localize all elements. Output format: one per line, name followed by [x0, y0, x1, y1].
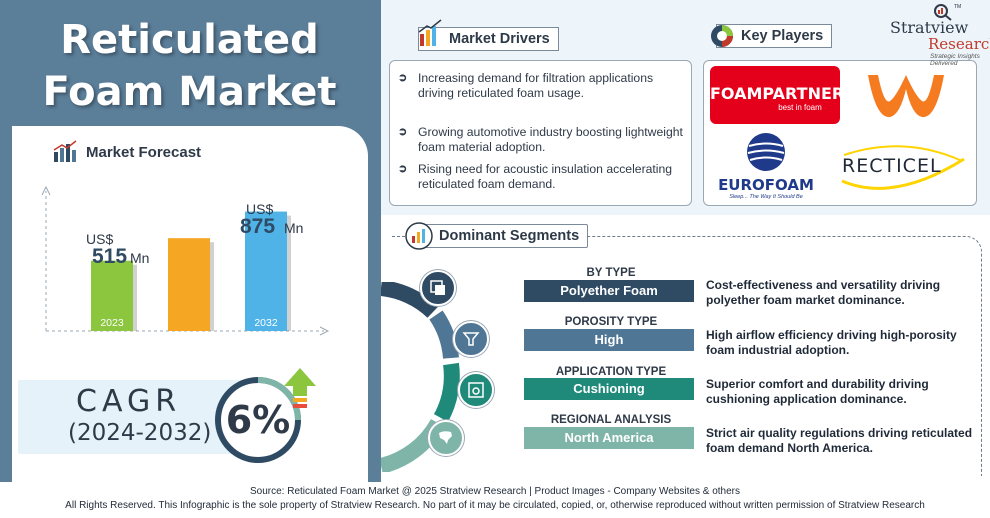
up-arrow-icon [284, 368, 316, 408]
chart-bars [91, 211, 291, 331]
bar3-year-label: 2032 [254, 317, 278, 329]
recticel-name: RECTICEL [842, 155, 942, 177]
segment-desc-regional: Strict air quality regulations driving r… [706, 426, 973, 455]
magnifier-icon [934, 4, 952, 21]
brand-name-1: Stratview [890, 18, 969, 37]
driver-text: Growing automotive industry boosting lig… [418, 125, 683, 154]
north-america-map-icon [428, 420, 464, 456]
foampartner-logo: FOAMPARTNER best in foam [710, 66, 845, 124]
cagr-ring [215, 377, 301, 463]
segment-value-regional: North America [524, 427, 694, 449]
chart-bar-shade [287, 215, 291, 331]
pie-chart-icon [711, 25, 733, 47]
bar3-currency: US$ [246, 201, 273, 217]
foam-layers-icon [420, 270, 456, 306]
segment-desc-type: Cost-effectiveness and versatility drivi… [706, 278, 941, 307]
footer-copyright: All Rights Reserved. This Infographic is… [65, 500, 925, 511]
forecast-card: Market Forecast 2023 2032 US$ 515 Mn US$… [12, 126, 368, 482]
brand-name-2: Research [928, 35, 990, 53]
bar1-year-label: 2023 [100, 317, 124, 329]
bar1-currency: US$ [86, 231, 113, 247]
drivers-heading-label: Market Drivers [449, 31, 550, 47]
brand-tagline: Strategic Insights Delivered [930, 53, 980, 67]
foampartner-name: FOAMPARTNER [710, 84, 845, 103]
segment-label-type: BY TYPE [586, 267, 636, 279]
driver-item: ➲ Rising need for acoustic insulation ac… [398, 162, 688, 192]
footer-source: Source: Reticulated Foam Market @ 2025 S… [250, 486, 740, 497]
globe-icon [747, 133, 785, 171]
arrow-right-icon: ➲ [398, 72, 408, 84]
bar-chart-icon [53, 140, 77, 162]
foampartner-tagline: best in foam [778, 103, 822, 112]
segment-desc-application: Superior comfort and durability driving … [706, 377, 929, 406]
title-line-1: Reticulated [60, 17, 319, 63]
bar3-value: 875 [240, 215, 275, 238]
players-card: FOAMPARTNER best in foam EUROFOAM Sleep.… [703, 60, 977, 206]
brand-tm: TM [954, 4, 962, 10]
page-title: Reticulated Foam Market [12, 14, 367, 118]
segment-label-porosity: POROSITY TYPE [564, 316, 658, 328]
filter-icon [453, 321, 489, 357]
players-heading: Key Players [711, 24, 833, 48]
w-brand-logo [868, 75, 944, 118]
driver-text: Rising need for acoustic insulation acce… [418, 162, 673, 191]
eurofoam-tagline: Sleep... The Way It Should Be [729, 194, 803, 200]
chart-bar-shade [133, 264, 137, 331]
chart-bar [245, 211, 287, 331]
left-panel: Reticulated Foam Market Market Forecast … [0, 0, 381, 482]
segment-desc-porosity: High airflow efficiency driving high-por… [706, 328, 957, 357]
title-line-2: Foam Market [42, 69, 337, 115]
recticel-logo: RECTICEL [834, 141, 972, 197]
settings-window-icon [458, 372, 494, 408]
cagr-box: CAGR (2024-2032) [18, 380, 246, 454]
drivers-card: ➲ Increasing demand for filtration appli… [389, 60, 692, 206]
chart-bar [91, 260, 133, 331]
segments-heading-label: Dominant Segments [439, 228, 580, 244]
segments-heading: Dominant Segments [405, 222, 589, 250]
recticel-arc [841, 145, 965, 190]
forecast-chart: 2023 2032 US$ 515 Mn US$ 875 Mn [41, 185, 330, 336]
segment-label-application: APPLICATION TYPE [555, 366, 667, 378]
bar1-value: 515 [92, 245, 127, 268]
forecast-heading-label: Market Forecast [86, 143, 202, 161]
driver-text: Increasing demand for filtration applica… [418, 71, 654, 100]
segment-value-porosity: High [524, 329, 694, 351]
forecast-heading: Market Forecast [52, 140, 201, 164]
drivers-heading: Market Drivers [418, 19, 559, 51]
segment-label-regional: REGIONAL ANALYSIS [550, 414, 672, 426]
eurofoam-name: EUROFOAM [718, 176, 814, 194]
driver-item: ➲ Growing automotive industry boosting l… [398, 125, 688, 155]
cagr-value: 6% [225, 398, 291, 442]
players-heading-label: Key Players [741, 28, 824, 44]
chart-bar-shade [210, 242, 214, 331]
bar1-unit: Mn [130, 250, 149, 266]
arrow-right-icon: ➲ [398, 126, 408, 138]
stratview-logo: TM Stratview Research Strategic Insights… [890, 4, 990, 67]
cagr-label: CAGR [76, 384, 182, 419]
segment-value-type: Polyether Foam [524, 280, 694, 302]
driver-item: ➲ Increasing demand for filtration appli… [398, 71, 688, 101]
segments-frame [392, 236, 982, 476]
arrow-right-icon: ➲ [398, 163, 408, 175]
chart-bar [168, 238, 210, 331]
cagr-period: (2024-2032) [68, 420, 212, 446]
segments-chart-icon [405, 222, 433, 250]
segment-value-application: Cushioning [524, 378, 694, 400]
bar3-unit: Mn [284, 220, 303, 236]
eurofoam-logo: EUROFOAM Sleep... The Way It Should Be [716, 131, 816, 201]
growth-chart-icon [418, 19, 442, 46]
footer: Source: Reticulated Foam Market @ 2025 S… [0, 482, 990, 518]
